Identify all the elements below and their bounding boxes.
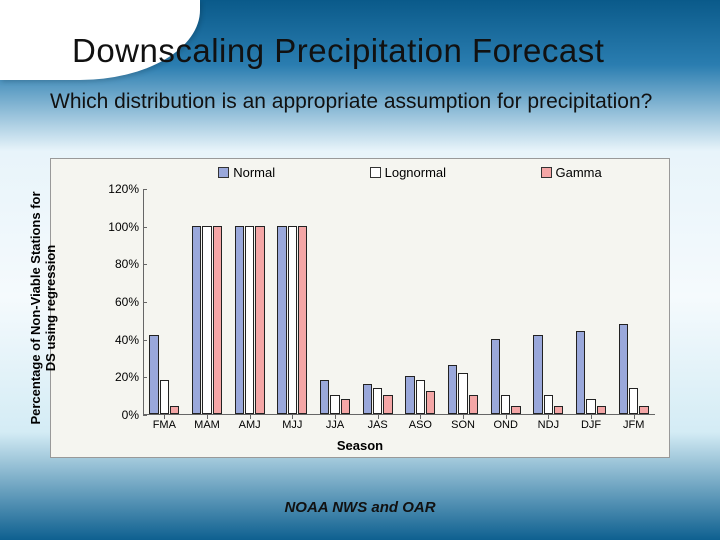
bar [416,380,425,414]
x-tick-label: JFM [623,419,644,431]
bar [501,395,510,414]
x-tick-label: JAS [368,419,388,431]
bar [576,331,585,414]
bar [597,406,606,414]
x-tick-label: AMJ [239,419,261,431]
y-tick-label: 80% [115,257,139,271]
y-tick-mark [143,340,147,341]
x-tick-label: ASO [409,419,432,431]
x-tick-label: DJF [581,419,601,431]
bar-group: NDJ [527,189,570,415]
slide-subtitle: Which distribution is an appropriate ass… [50,88,670,115]
legend-swatch [541,167,552,178]
bar [330,395,339,414]
bar [298,226,307,414]
bar-group: MJJ [271,189,314,415]
bar [533,335,542,414]
x-tick-label: MAM [194,419,220,431]
bar [170,406,179,414]
bar [458,373,467,414]
bar [245,226,254,414]
bar [554,406,563,414]
bar [544,395,553,414]
footer-text: NOAA NWS and OAR [0,499,720,516]
y-tick-mark [143,302,147,303]
y-tick-mark [143,415,147,416]
bar-group: FMA [143,189,186,415]
bar [363,384,372,414]
y-axis-label-line1: Percentage of Non-Viable Stations for [28,191,43,424]
bar-group: SON [442,189,485,415]
bar [586,399,595,414]
bar [383,395,392,414]
y-tick-mark [143,377,147,378]
bar [320,380,329,414]
x-axis-label: Season [337,438,383,453]
y-tick-mark [143,189,147,190]
slide: Downscaling Precipitation Forecast Which… [0,0,720,540]
bar [373,388,382,414]
bar-group: JFM [612,189,655,415]
y-tick-mark [143,264,147,265]
chart-legend: Normal Lognormal Gamma [171,165,649,180]
legend-item: Lognormal [370,165,446,180]
bar-group: ASO [399,189,442,415]
x-tick-label: NDJ [538,419,559,431]
bar [192,226,201,414]
legend-label: Gamma [556,165,602,180]
y-tick-label: 40% [115,333,139,347]
y-tick-label: 100% [108,220,139,234]
y-axis-label: Percentage of Non-Viable Stations for DS… [28,191,58,424]
bar-group: JJA [314,189,357,415]
y-tick-label: 120% [108,182,139,196]
y-tick-mark [143,227,147,228]
bar [277,226,286,414]
slide-title: Downscaling Precipitation Forecast [72,32,604,70]
legend-item: Gamma [541,165,602,180]
bar-group: MAM [186,189,229,415]
bar [288,226,297,414]
x-tick-label: FMA [153,419,176,431]
legend-label: Normal [233,165,275,180]
bar [341,399,350,414]
y-tick-label: 0% [122,408,139,422]
chart-container: NormalLognormalGamma Percentage of Non-V… [50,158,670,458]
bar [511,406,520,414]
legend-swatch [218,167,229,178]
y-axis-label-line2: DS using regression [43,191,58,424]
bar [149,335,158,414]
bar-group: OND [484,189,527,415]
plot-area: 0%20%40%60%80%100%120% FMAMAMAMJMJJJJAJA… [143,189,655,415]
y-tick-label: 20% [115,370,139,384]
bar-groups: FMAMAMAMJMJJJJAJASASOSONONDNDJDJFJFM [143,189,655,415]
bar [619,324,628,414]
bar [469,395,478,414]
bar-group: JAS [356,189,399,415]
bar [213,226,222,414]
bar-group: DJF [570,189,613,415]
bar [405,376,414,414]
legend-label: Lognormal [385,165,446,180]
legend-item: Normal [218,165,275,180]
x-tick-label: OND [493,419,517,431]
y-ticks: 0%20%40%60%80%100%120% [95,189,139,415]
y-tick-label: 60% [115,295,139,309]
bar [426,391,435,414]
x-tick-label: MJJ [282,419,302,431]
bar [202,226,211,414]
bar [629,388,638,414]
bar [255,226,264,414]
bar-group: AMJ [228,189,271,415]
bar [448,365,457,414]
bar [639,406,648,414]
bar [491,339,500,414]
x-tick-label: SON [451,419,475,431]
x-tick-label: JJA [326,419,344,431]
legend-swatch [370,167,381,178]
bar [235,226,244,414]
bar [160,380,169,414]
